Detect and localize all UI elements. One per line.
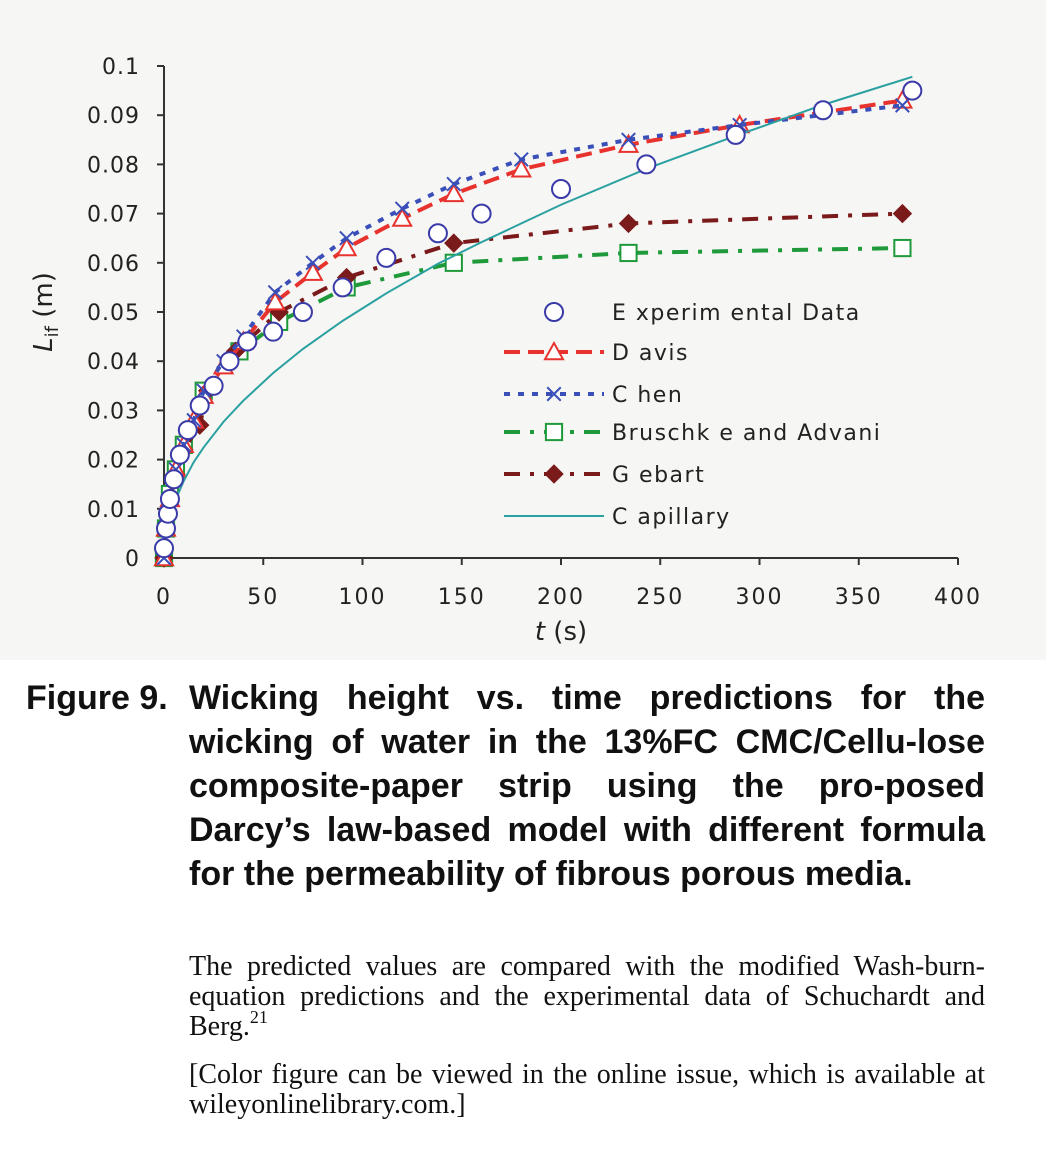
y-tick-label: 0.1 bbox=[102, 55, 140, 80]
figure-reference: 21 bbox=[249, 1006, 268, 1027]
y-tick-label: 0.07 bbox=[87, 203, 140, 228]
x-tick-label: 0 bbox=[156, 585, 172, 610]
chart-series bbox=[153, 75, 923, 568]
wicking-chart: 0 0.01 0.02 0.03 0.04 0.05 0.06 0.07 0.08 0.09 0.1… bbox=[29, 55, 982, 647]
data-point-gebart bbox=[892, 203, 913, 224]
data-point-davis bbox=[302, 261, 324, 281]
legend-label-experimental: E xperim ental Data bbox=[612, 301, 861, 326]
data-point-chen bbox=[267, 284, 283, 300]
data-point-bruschke bbox=[444, 253, 463, 272]
x-tick-label: 200 bbox=[537, 585, 585, 610]
data-point-bruschke bbox=[893, 238, 912, 258]
legend-marker-davis bbox=[543, 340, 565, 361]
legend-item-chen: C hen bbox=[504, 383, 683, 408]
data-point-chen bbox=[513, 152, 529, 167]
chart-legend: E xperim ental Data D avis C hen Bruschk e … bbox=[504, 301, 881, 530]
data-point-experimental bbox=[292, 302, 313, 322]
data-point-chen bbox=[339, 230, 355, 246]
x-tick-label: 100 bbox=[339, 585, 387, 610]
data-point-experimental bbox=[219, 351, 240, 372]
data-point-experimental bbox=[177, 420, 198, 441]
y-tick-label: 0.06 bbox=[87, 252, 140, 277]
series-bruschke bbox=[154, 238, 912, 568]
legend-label-capillary: C apillary bbox=[612, 505, 731, 530]
chart-axes: 0 0.01 0.02 0.03 0.04 0.05 0.06 0.07 0.08 0.09 0.1… bbox=[29, 55, 982, 647]
legend-marker-gebart bbox=[544, 464, 564, 484]
data-point-davis bbox=[510, 158, 532, 178]
figure-body: The predicted values are compared with t… bbox=[189, 952, 985, 1042]
legend-label-chen: C hen bbox=[612, 383, 683, 408]
data-point-davis bbox=[391, 207, 413, 227]
y-tick-label: 0.09 bbox=[87, 104, 140, 129]
series-gebart bbox=[154, 203, 913, 568]
data-point-experimental bbox=[902, 80, 923, 101]
series-experimental bbox=[154, 80, 923, 559]
legend-marker-bruschke bbox=[544, 422, 564, 442]
legend-item-gebart: G ebart bbox=[504, 463, 705, 488]
x-tick-label: 150 bbox=[438, 585, 486, 610]
x-tick-label: 50 bbox=[247, 585, 279, 610]
data-point-chen bbox=[394, 201, 410, 217]
legend-label-gebart: G ebart bbox=[612, 463, 705, 488]
y-tick-label: 0 bbox=[125, 547, 140, 572]
y-tick-label: 0.08 bbox=[87, 153, 140, 178]
y-tick-label: 0.02 bbox=[87, 449, 140, 474]
x-tick-label: 350 bbox=[835, 585, 883, 610]
series-line-bruschke bbox=[162, 246, 903, 559]
data-point-experimental bbox=[154, 538, 174, 559]
data-point-gebart bbox=[444, 233, 464, 253]
y-tick-label: 0.04 bbox=[87, 350, 140, 375]
data-point-experimental bbox=[471, 203, 492, 224]
y-tick-label: 0.05 bbox=[87, 301, 140, 326]
figure-label: Figure 9. bbox=[26, 679, 168, 717]
legend-label-davis: D avis bbox=[612, 341, 689, 366]
x-tick-label: 400 bbox=[934, 585, 982, 610]
data-point-experimental bbox=[427, 223, 448, 244]
data-point-experimental bbox=[636, 154, 657, 175]
data-point-chen bbox=[894, 97, 910, 113]
data-point-experimental bbox=[163, 469, 184, 490]
data-point-experimental bbox=[203, 375, 224, 396]
legend-item-bruschke: Bruschk e and Advani bbox=[504, 421, 881, 446]
data-point-experimental bbox=[725, 124, 746, 145]
legend-item-capillary: C apillary bbox=[504, 505, 731, 530]
data-point-experimental bbox=[813, 100, 834, 121]
data-point-experimental bbox=[263, 321, 284, 342]
data-point-chen bbox=[621, 132, 636, 148]
series-line-gebart bbox=[162, 211, 903, 559]
figure-area: 0 0.01 0.02 0.03 0.04 0.05 0.06 0.07 0.08 0.09 0.1… bbox=[0, 0, 1046, 660]
data-point-davis bbox=[335, 236, 358, 257]
y-tick-label: 0.01 bbox=[87, 498, 140, 523]
y-tick-label: 0.03 bbox=[87, 399, 140, 424]
data-point-chen bbox=[305, 255, 321, 271]
data-point-experimental bbox=[189, 395, 210, 416]
figure-title: Wicking height vs. time predictions for … bbox=[189, 679, 985, 893]
legend-item-experimental: E xperim ental Data bbox=[544, 301, 861, 326]
data-point-bruschke bbox=[619, 243, 638, 263]
data-point-gebart bbox=[618, 213, 639, 234]
x-axis-label: t (s) bbox=[535, 617, 587, 647]
data-point-experimental bbox=[237, 331, 258, 352]
legend-item-davis: D avis bbox=[504, 340, 689, 366]
data-point-experimental bbox=[159, 488, 180, 509]
figure-body-text: The predicted values are compared with t… bbox=[189, 951, 985, 1042]
data-point-chen bbox=[446, 176, 462, 192]
legend-marker-experimental bbox=[544, 302, 564, 322]
data-point-experimental bbox=[169, 444, 190, 465]
data-point-davis bbox=[443, 182, 465, 203]
data-point-experimental bbox=[551, 179, 571, 199]
legend-label-bruschke: Bruschk e and Advani bbox=[612, 421, 881, 446]
data-point-experimental bbox=[376, 247, 397, 268]
y-axis-label: Lif (m) bbox=[29, 272, 63, 352]
x-tick-label: 300 bbox=[736, 585, 784, 610]
legend-marker-chen bbox=[546, 386, 562, 402]
data-point-experimental bbox=[332, 277, 353, 298]
x-tick-label: 250 bbox=[636, 585, 684, 610]
figure-note: [Color figure can be viewed in the onlin… bbox=[189, 1059, 985, 1120]
